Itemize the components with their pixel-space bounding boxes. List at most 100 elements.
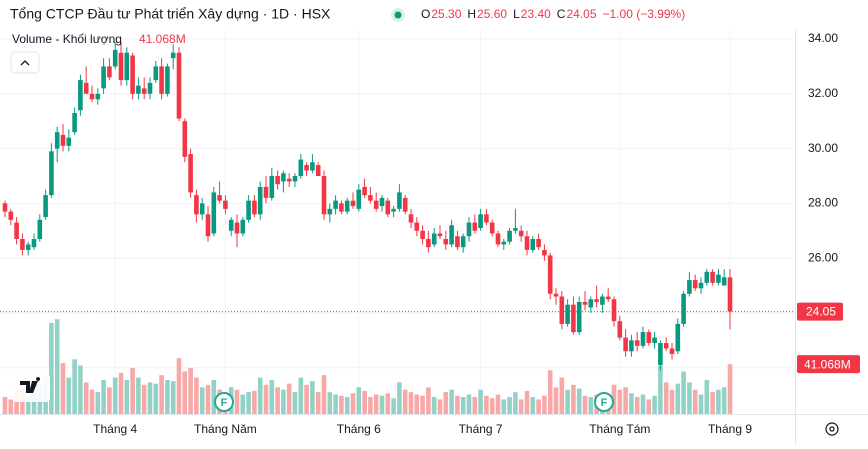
candle-body (536, 238, 541, 248)
ohlc-key: L (513, 7, 520, 21)
candle-body (559, 296, 565, 324)
candle-body (246, 200, 251, 220)
candle-body (507, 230, 512, 242)
volume-bar (431, 396, 437, 414)
volume-bar (240, 394, 246, 414)
candle-body (315, 165, 321, 176)
volume-bar (408, 392, 414, 414)
candle-body (437, 233, 443, 237)
volume-bar (182, 371, 188, 414)
candle-body (420, 230, 425, 239)
volume-bar (194, 377, 199, 414)
volume-bar (153, 383, 159, 414)
candle-body (478, 214, 483, 229)
candle-body (530, 238, 536, 250)
y-tick-label: 28.00 (808, 196, 838, 210)
volume-bar (437, 399, 443, 414)
candle-body (652, 337, 657, 344)
volume-bar (188, 367, 193, 414)
volume-bar (472, 396, 478, 414)
volume-bar (234, 389, 240, 414)
candle-body (170, 52, 176, 59)
x-tick-label: Tháng 4 (93, 422, 137, 436)
volume-bar (710, 392, 715, 414)
volume-bar (414, 394, 420, 414)
candle-body (565, 304, 570, 324)
candle-body (472, 222, 478, 231)
candle-body (443, 238, 449, 245)
candle-body (66, 137, 72, 146)
volume-bar (507, 396, 512, 414)
candle-body (112, 49, 118, 67)
event-marker[interactable] (594, 392, 614, 412)
candle-body (629, 340, 634, 352)
volume-bar (263, 384, 269, 414)
volume-bar (553, 387, 559, 414)
volume-bar (54, 319, 60, 414)
volume-bar (257, 377, 263, 414)
candle-body (356, 189, 362, 209)
volume-bar (89, 389, 95, 414)
volume-bar (652, 395, 657, 414)
status-dot (394, 11, 402, 19)
candle-body (571, 304, 576, 333)
candle-body (408, 214, 414, 223)
event-icon: F (601, 397, 608, 409)
settings[interactable] (825, 422, 839, 436)
ohlc-key: H (467, 7, 476, 21)
volume-bar (611, 384, 617, 414)
volume-bar (576, 388, 582, 414)
last-price-label: 24.05 (806, 305, 836, 319)
volume-bar (205, 384, 211, 414)
candle-body (675, 323, 681, 352)
volume-bar (443, 392, 449, 414)
candle-body (634, 340, 640, 346)
candle-body (37, 219, 43, 239)
chart-title: Tổng CTCP Đầu tư Phát triển Xây dựng · 1… (10, 6, 331, 22)
collapse-button[interactable] (10, 51, 40, 74)
volume-bar (385, 393, 391, 414)
volume-bar (304, 384, 309, 414)
legend: Tổng CTCP Đầu tư Phát triển Xây dựng · 1… (10, 6, 685, 74)
candle-body (339, 203, 344, 212)
candle-body (95, 93, 101, 100)
volume-bar (147, 382, 153, 414)
x-tick-label: Tháng 7 (459, 422, 503, 436)
volume-bar (658, 365, 663, 414)
candle-body (257, 186, 263, 215)
candle-body (25, 244, 31, 250)
volume-bar (292, 392, 298, 414)
candle-body (553, 293, 559, 297)
volume-bar (49, 322, 54, 414)
volume-bar (426, 387, 431, 414)
candle-body (501, 241, 507, 245)
volume-bar (455, 395, 460, 414)
candle-body (524, 236, 530, 250)
volume-bar (211, 379, 217, 414)
candle-body (576, 301, 582, 333)
candle-body (269, 175, 275, 198)
candle-body (153, 66, 159, 81)
volume-bar (269, 379, 275, 414)
y-tick-label: 30.00 (808, 141, 838, 155)
candle-body (124, 52, 130, 81)
event-marker[interactable] (214, 392, 234, 412)
events: F F (214, 392, 614, 412)
candle-body (681, 293, 686, 324)
candle-body (327, 208, 333, 215)
volume-bar (25, 395, 31, 414)
volume-bar (327, 392, 333, 414)
candle-body (188, 154, 193, 193)
candle-body (83, 82, 89, 94)
volume-bar (588, 396, 594, 414)
candle-body (20, 238, 25, 250)
volume-bar (344, 396, 350, 414)
volume-bar (634, 396, 640, 414)
volume-bar (136, 377, 141, 414)
volume-bar (78, 365, 83, 414)
candle-body (391, 208, 396, 212)
volume-bar (170, 381, 176, 414)
settings-icon[interactable] (825, 422, 839, 436)
candle-body (710, 271, 715, 283)
ohlc-key: C (557, 7, 566, 21)
